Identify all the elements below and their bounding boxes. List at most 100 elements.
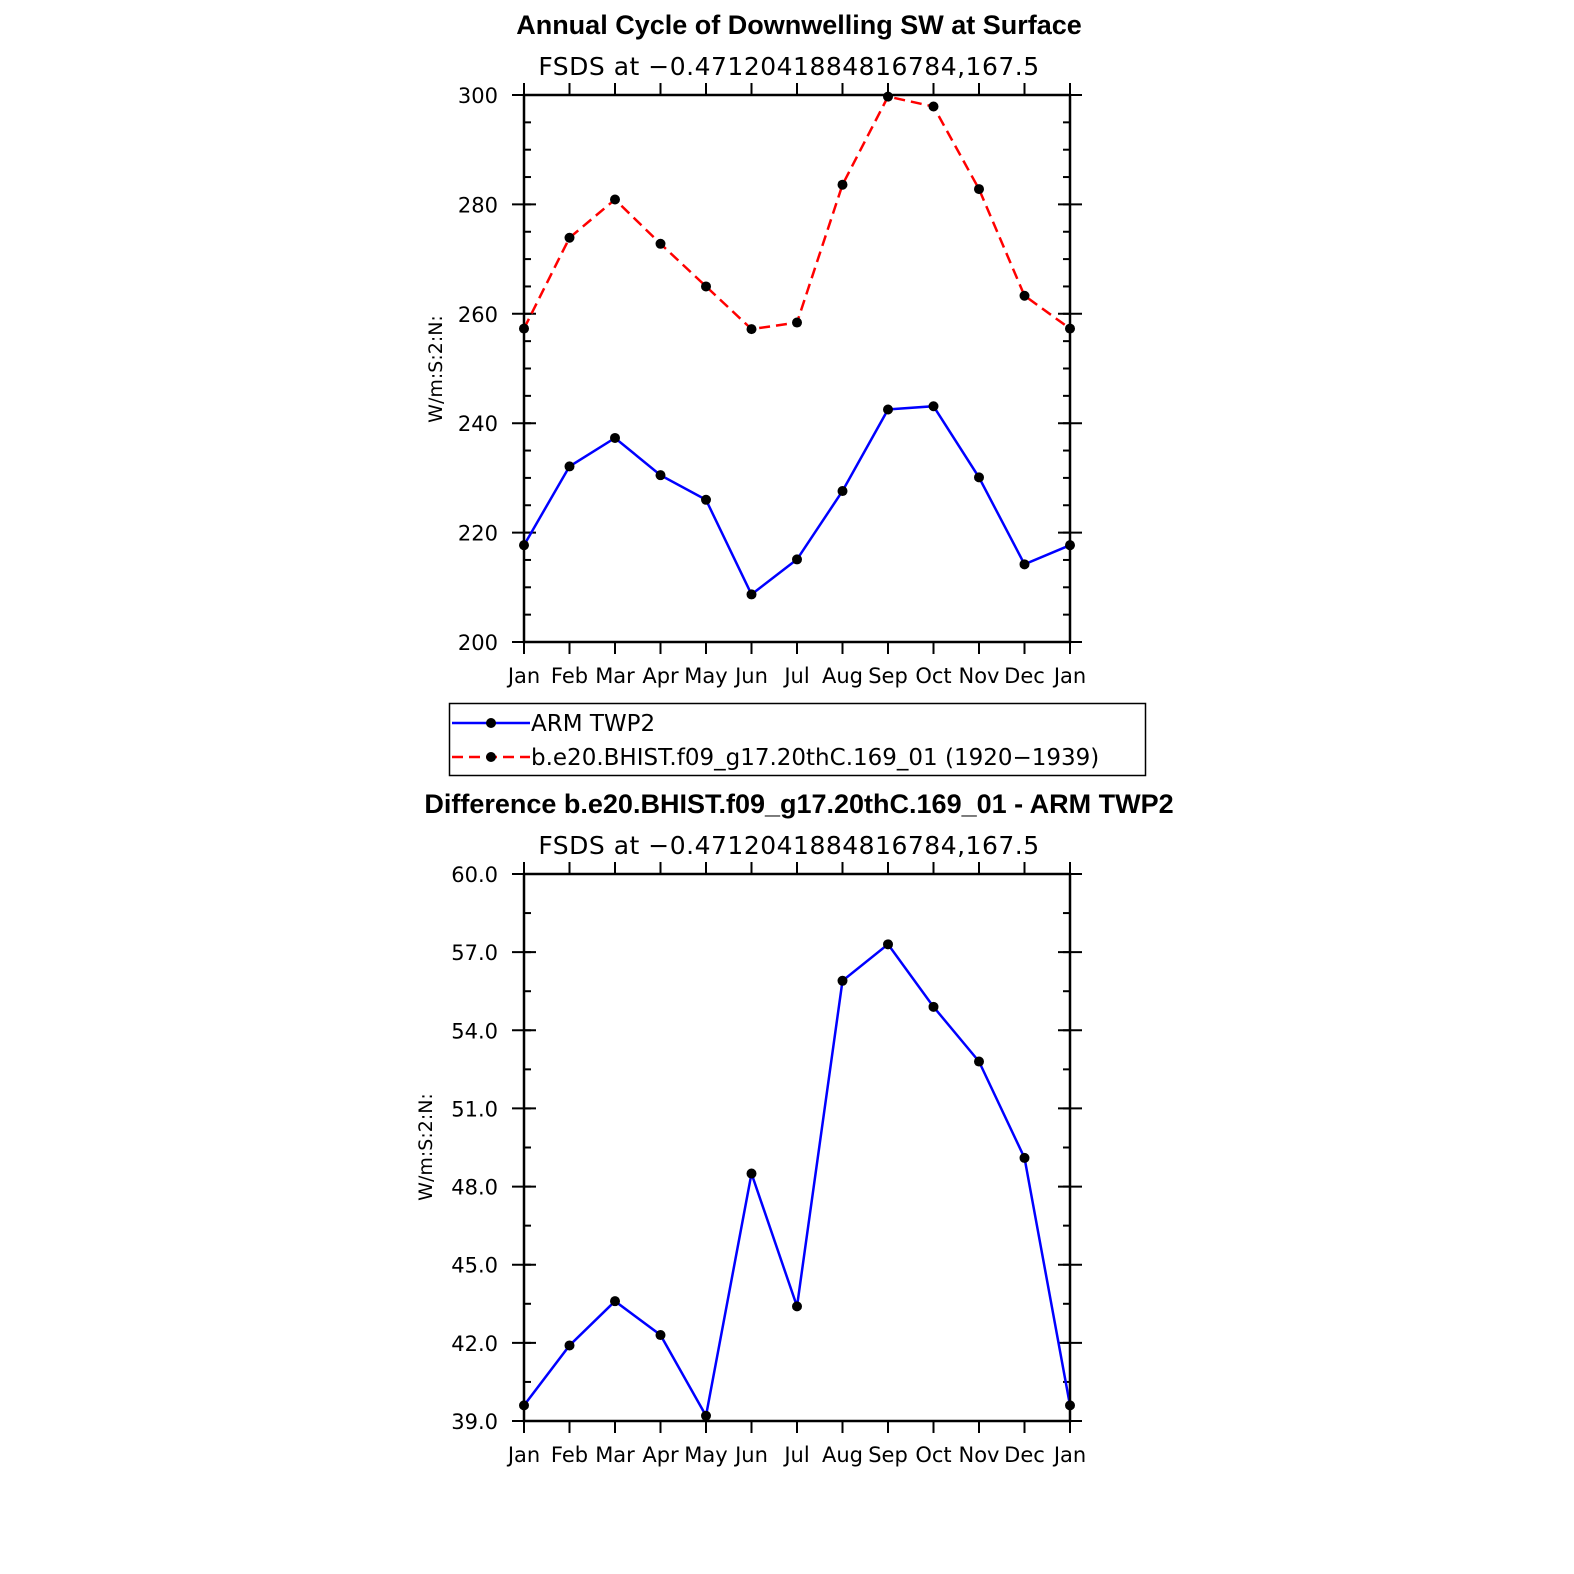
y-tick-labels: 200 220 240 260 280 300 — [458, 84, 498, 655]
x-tick-label: Jul — [782, 664, 809, 688]
data-point — [610, 194, 620, 205]
chart-title: Annual Cycle of Downwelling SW at Surfac… — [516, 10, 1082, 40]
y-tick-label: 260 — [458, 303, 498, 327]
y-tick-label: 240 — [458, 412, 498, 436]
data-point — [701, 494, 711, 505]
data-point — [746, 589, 757, 600]
data-point — [655, 1330, 666, 1341]
y-tick-label: 39.0 — [451, 1410, 498, 1434]
y-tick-label: 42.0 — [451, 1332, 498, 1356]
data-point — [610, 1296, 620, 1307]
x-tick-label: Aug — [822, 664, 863, 688]
x-tick-label: Apr — [642, 1443, 679, 1467]
x-tick-label: Feb — [551, 664, 588, 688]
data-point — [564, 461, 575, 472]
data-point — [564, 232, 575, 243]
difference-chart: Difference b.e20.BHIST.f09_g17.20thC.169… — [415, 789, 1174, 1467]
plot-frame — [522, 93, 1072, 644]
data-point — [701, 1410, 711, 1421]
x-tick-label: Oct — [915, 1443, 951, 1467]
legend-marker — [486, 718, 496, 728]
data-point — [837, 179, 848, 190]
x-tick-label: Dec — [1004, 1443, 1045, 1467]
y-tick-label: 54.0 — [451, 1019, 498, 1043]
data-point — [837, 486, 848, 497]
series-line — [522, 95, 1071, 331]
x-tick-label: Nov — [959, 664, 1000, 688]
chart-subtitle: FSDS at −0.4712041884816784,167.5 — [538, 52, 1039, 81]
series-markers — [519, 939, 1075, 1421]
axis-ticks — [512, 83, 1082, 654]
data-point — [1019, 290, 1030, 301]
data-point — [837, 975, 848, 986]
data-point — [883, 91, 893, 102]
x-tick-label: Jan — [1052, 664, 1086, 688]
y-tick-label: 51.0 — [451, 1097, 498, 1121]
x-tick-label: Apr — [642, 664, 679, 688]
x-tick-labels: Jan Feb Mar Apr May Jun Jul Aug Sep Oct Nov Dec Jan — [506, 664, 1086, 688]
x-tick-label: Nov — [959, 1443, 1000, 1467]
x-tick-label: Jun — [733, 1443, 768, 1467]
x-tick-label: Jan — [506, 1443, 540, 1467]
y-tick-label: 57.0 — [451, 941, 498, 965]
y-tick-label: 45.0 — [451, 1254, 498, 1278]
series-line — [522, 404, 1071, 597]
x-tick-label: Jan — [1052, 1443, 1086, 1467]
x-tick-label: Jan — [506, 664, 540, 688]
legend-label: b.e20.BHIST.f09_g17.20thC.169_01 (1920−1… — [531, 745, 1099, 771]
chart-subtitle: FSDS at −0.4712041884816784,167.5 — [538, 831, 1039, 860]
legend-marker — [486, 752, 496, 762]
x-tick-label: Mar — [595, 664, 635, 688]
data-point — [746, 324, 757, 335]
data-point — [883, 404, 893, 415]
y-tick-labels: 39.0 42.0 45.0 48.0 51.0 54.0 57.0 60.0 — [451, 863, 498, 1434]
x-tick-label: Dec — [1004, 664, 1045, 688]
series-line — [523, 942, 1072, 1420]
x-tick-label: Mar — [595, 1443, 635, 1467]
data-point — [655, 470, 666, 481]
data-point — [928, 1001, 939, 1012]
y-tick-label: 280 — [458, 193, 498, 217]
x-tick-label: May — [684, 1443, 727, 1467]
x-tick-label: Oct — [915, 664, 951, 688]
y-tick-label: 60.0 — [451, 863, 498, 887]
chart-title: Difference b.e20.BHIST.f09_g17.20thC.169… — [424, 789, 1173, 819]
plot-frame — [522, 872, 1072, 1423]
annual-cycle-chart: Annual Cycle of Downwelling SW at Surfac… — [425, 10, 1086, 688]
data-point — [792, 1301, 802, 1312]
data-point — [564, 1340, 575, 1351]
data-point — [974, 472, 984, 483]
y-tick-label: 220 — [458, 522, 498, 546]
x-tick-label: Jul — [782, 1443, 809, 1467]
x-tick-label: Aug — [822, 1443, 863, 1467]
y-tick-label: 200 — [458, 631, 498, 655]
series-lines — [523, 942, 1072, 1420]
data-point — [792, 554, 802, 565]
data-point — [1019, 1152, 1030, 1163]
data-point — [610, 432, 620, 443]
x-tick-label: Sep — [868, 664, 908, 688]
data-point — [974, 1056, 984, 1067]
x-tick-labels: Jan Feb Mar Apr May Jun Jul Aug Sep Oct Nov Dec Jan — [506, 1443, 1086, 1467]
legend-box — [448, 702, 1147, 777]
data-point — [1019, 559, 1030, 570]
data-point — [928, 401, 939, 412]
data-point — [974, 184, 984, 195]
data-point — [655, 238, 666, 249]
x-tick-label: Jun — [733, 664, 768, 688]
legend-label: ARM TWP2 — [531, 711, 655, 737]
axis-ticks — [512, 862, 1082, 1433]
legend: ARM TWP2 b.e20.BHIST.f09_g17.20thC.169_0… — [448, 702, 1147, 777]
y-tick-label: 48.0 — [451, 1176, 498, 1200]
legend-item-model: b.e20.BHIST.f09_g17.20thC.169_01 (1920−1… — [452, 745, 1099, 771]
data-point — [883, 939, 893, 950]
series-lines — [522, 95, 1071, 597]
legend-item-obs: ARM TWP2 — [452, 711, 655, 737]
series-markers — [519, 91, 1075, 600]
data-point — [928, 101, 939, 112]
data-point — [746, 1168, 757, 1179]
x-tick-label: Sep — [868, 1443, 908, 1467]
y-axis-label: W/m:S:2:N: — [415, 1093, 437, 1201]
data-point — [792, 317, 802, 328]
